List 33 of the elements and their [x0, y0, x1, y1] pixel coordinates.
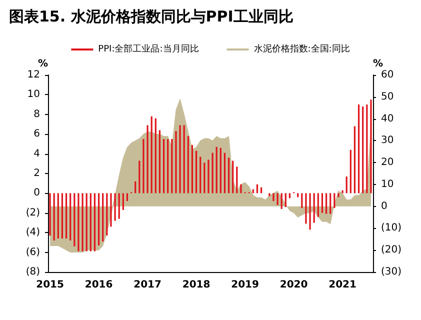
y-tick-label: 4	[34, 148, 40, 160]
y-tick-label: 2	[34, 168, 40, 179]
y2-tick-label: 50	[381, 91, 394, 102]
x-tick-label: 2017	[134, 280, 162, 290]
y2-tick-label: 10	[381, 178, 394, 190]
y-tick-label: (4)	[26, 227, 40, 238]
y2-tick-label: 0	[381, 200, 388, 212]
y2-tick-label: 20	[381, 157, 394, 168]
y2-tick-label: (10)	[381, 222, 402, 234]
y-tick-label: 10	[27, 89, 40, 100]
x-tick-label: 2020	[280, 280, 308, 290]
x-tick-label: 2019	[231, 280, 259, 290]
y2-tick-label: (30)	[381, 266, 402, 278]
legend-label: PPI:全部工业品:当月同比	[98, 44, 199, 54]
x-tick-label: 2015	[36, 280, 64, 290]
y-tick-label: 0	[34, 188, 40, 199]
x-tick-label: 2016	[84, 280, 113, 290]
y-axis-title: %	[38, 58, 48, 70]
x-tick-label: 2021	[328, 280, 356, 290]
y-tick-label: (8)	[26, 266, 40, 278]
y-tick-label: (2)	[26, 207, 40, 218]
y2-tick-label: 30	[381, 135, 394, 146]
y-tick-label: (6)	[26, 246, 40, 258]
x-tick-label: 2018	[182, 280, 210, 290]
y-tick-label: 12	[27, 70, 40, 80]
y-tick-label: 8	[34, 108, 40, 120]
y2-axis-title: %	[373, 58, 384, 70]
y2-tick-label: 40	[381, 113, 394, 124]
legend-label: 水泥价格指数:全国:同比	[254, 44, 350, 54]
y2-tick-label: 60	[381, 70, 394, 80]
y2-tick-label: (20)	[381, 244, 402, 256]
y-tick-label: 6	[34, 128, 40, 140]
chart-title: 图表15. 水泥价格指数同比与PPI工业同比	[9, 8, 294, 26]
